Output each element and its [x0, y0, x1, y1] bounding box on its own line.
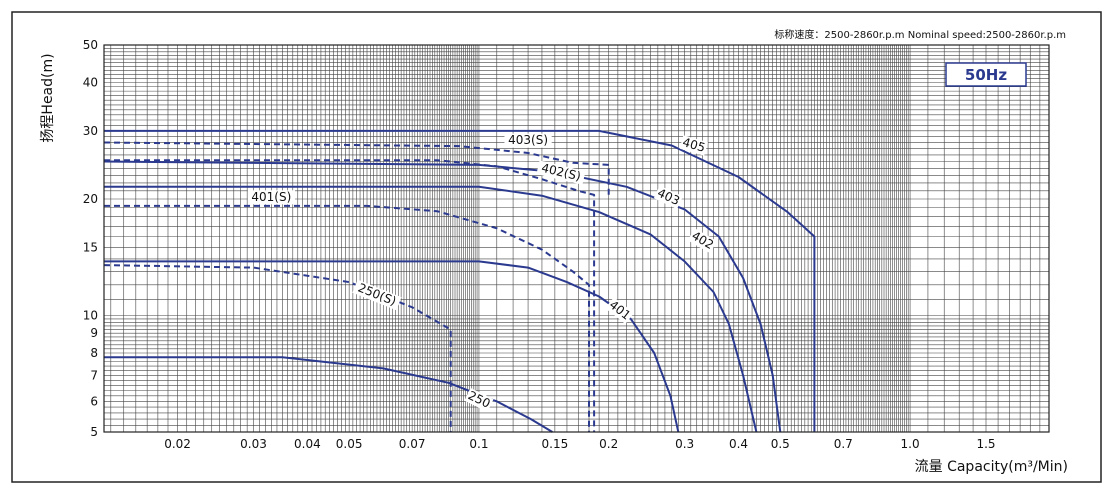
x-tick-label: 0.02 [164, 437, 191, 451]
x-tick-label: 0.5 [771, 437, 790, 451]
y-axis-title: 扬程Head(m) [40, 53, 56, 142]
x-tick-label: 1.5 [976, 437, 995, 451]
series-401 [104, 260, 680, 433]
plot-frame [103, 44, 1050, 433]
curve-label-bg [464, 388, 494, 412]
curve-label-bg [247, 190, 295, 205]
y-tick-label: 6 [90, 394, 98, 408]
y-tick-label: 5 [90, 425, 98, 439]
grid [104, 44, 1050, 433]
x-tick-label: 0.04 [294, 437, 321, 451]
series-402s [104, 159, 596, 432]
x-tick-label: 0.4 [729, 437, 748, 451]
y-tick-label: 50 [83, 38, 98, 52]
x-tick-label: 0.07 [399, 437, 426, 451]
y-tick-label: 15 [83, 240, 98, 254]
x-tick-label: 0.03 [240, 437, 267, 451]
speed-note: 标称速度：2500-2860r.p.m Nominal speed:2500-2… [774, 28, 1066, 41]
x-tick-labels: 0.02 0.03 0.04 0.05 0.07 0.1 0.15 0.2 0.3 0.4 0.5 0… [164, 437, 995, 451]
series-405 [104, 129, 816, 432]
x-tick-label: 0.7 [834, 437, 853, 451]
x-tick-label: 0.2 [599, 437, 618, 451]
series-403 [103, 160, 782, 433]
x-tick-label: 0.1 [469, 437, 488, 451]
x-axis-title: 流量 Capacity(m³/Min) [915, 459, 1068, 475]
curve-label: 403(S) [508, 133, 548, 147]
frequency-badge-text: 50Hz [965, 66, 1007, 84]
y-tick-label: 8 [90, 346, 98, 360]
series-402 [104, 185, 758, 433]
curve-label: 405 [681, 135, 707, 155]
series-403s [103, 141, 610, 195]
y-tick-label: 10 [83, 309, 98, 323]
frequency-badge: 50Hz [945, 62, 1027, 87]
curve-label-bg [679, 135, 709, 156]
y-tick-label: 20 [83, 192, 98, 206]
x-tick-label: 0.05 [336, 437, 363, 451]
curve-label-bg [653, 185, 683, 210]
curve-label: 401(S) [251, 190, 291, 204]
curve-label-bg [352, 279, 402, 311]
curve-label-bg [536, 160, 586, 185]
y-tick-label: 9 [90, 326, 98, 340]
x-tick-label: 0.3 [675, 437, 694, 451]
y-tick-label: 7 [90, 368, 98, 382]
y-tick-label: 40 [83, 76, 98, 90]
curve-label-bg [687, 228, 718, 254]
y-tick-labels: 5 6 7 8 9 10 15 20 30 40 50 [83, 38, 98, 439]
curve-label-bg [504, 133, 552, 148]
x-tick-label: 0.15 [542, 437, 569, 451]
y-tick-label: 30 [83, 124, 98, 138]
series-401s [104, 204, 590, 432]
outer-frame [11, 11, 1102, 483]
x-tick-label: 1.0 [901, 437, 920, 451]
curve-label-bg [605, 297, 635, 324]
series-250 [104, 356, 553, 433]
